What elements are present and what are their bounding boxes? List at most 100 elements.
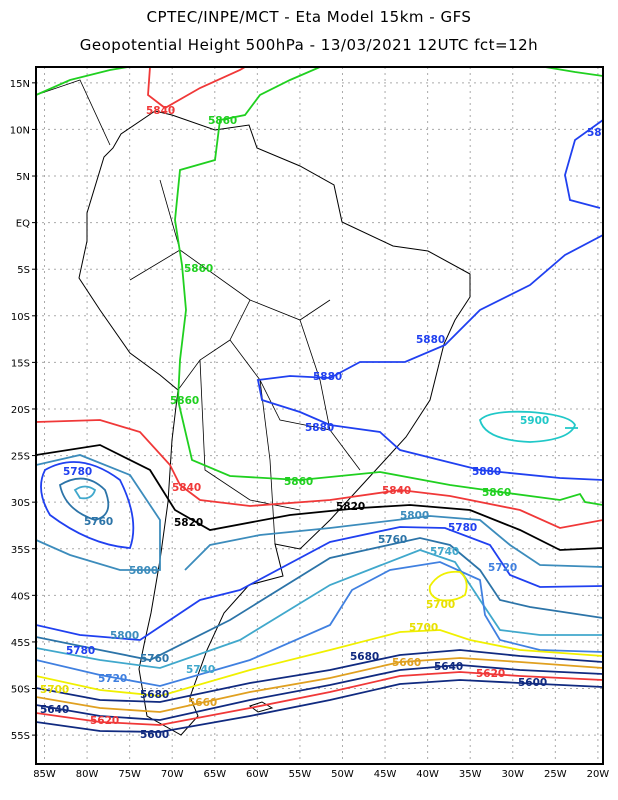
- coastline-south-america: [78, 110, 471, 736]
- contour-5620: [36, 671, 603, 726]
- lon-tick-label: 30W: [501, 769, 524, 780]
- label-5600: 5600: [518, 677, 547, 689]
- label-5880: 5880: [305, 422, 334, 434]
- lat-tick-label: 15S: [11, 358, 30, 369]
- label-5720: 5720: [488, 562, 517, 574]
- label-5900: 5900: [520, 415, 549, 427]
- contour-5660: [36, 657, 603, 713]
- lat-tick-label: EQ: [16, 219, 30, 230]
- axis-ticks: 85W 80W 75W 70W 65W 60W 55W 50W 45W 40W 35W 30W 25W 2…: [10, 79, 610, 780]
- label-5700: 5700: [426, 599, 455, 611]
- label-5800: 5800: [129, 565, 158, 577]
- lat-tick-label: 35S: [11, 545, 30, 556]
- contour-5700: [36, 629, 603, 697]
- contour-5700-loop: [428, 570, 468, 602]
- lat-tick-label: 50S: [11, 685, 30, 696]
- label-5880: 5880: [472, 466, 501, 478]
- label-5780: 5780: [63, 466, 92, 478]
- lat-tick-label: 55S: [11, 731, 30, 742]
- label-5840: 5840: [146, 105, 175, 117]
- label-5700: 5700: [40, 684, 69, 696]
- lat-tick-label: 25S: [11, 452, 30, 463]
- label-58-partial: 58: [587, 127, 602, 139]
- label-5680: 5680: [140, 689, 169, 701]
- label-5860: 5860: [284, 476, 313, 488]
- contour-5840-mid: [36, 419, 603, 529]
- lon-tick-label: 25W: [544, 769, 567, 780]
- contour-5600: [36, 679, 603, 733]
- lat-tick-label: 5N: [16, 172, 30, 183]
- lon-tick-label: 70W: [161, 769, 184, 780]
- label-5600: 5600: [140, 729, 169, 741]
- label-5680: 5680: [350, 651, 379, 663]
- contour-5720: [36, 561, 603, 687]
- lat-tick-label: 40S: [11, 591, 30, 602]
- contour-5800: [36, 454, 603, 571]
- label-5780: 5780: [66, 645, 95, 657]
- lon-tick-label: 75W: [118, 769, 141, 780]
- contour-5880-atlantic: [256, 234, 603, 481]
- label-5840: 5840: [172, 482, 201, 494]
- contours: [36, 67, 603, 736]
- label-5880: 5880: [416, 334, 445, 346]
- lat-tick-label: 15N: [10, 79, 30, 90]
- contour-5880-ne: [564, 119, 603, 209]
- label-5640: 5640: [40, 704, 69, 716]
- label-5860: 5860: [208, 115, 237, 127]
- contour-5780: [36, 461, 603, 641]
- label-5860: 5860: [170, 395, 199, 407]
- label-5840: 5840: [382, 485, 411, 497]
- label-5740: 5740: [186, 664, 215, 676]
- lon-tick-label: 65W: [203, 769, 226, 780]
- label-5740: 5740: [430, 546, 459, 558]
- contour-5760: [36, 477, 603, 661]
- graticule: [36, 67, 603, 764]
- contour-5740: [36, 549, 603, 669]
- contour-5860-andes: [174, 67, 603, 506]
- label-5640: 5640: [434, 661, 463, 673]
- contour-labels: 5840 5860 58 5860 5880 5880 5860 5880 59…: [40, 105, 602, 741]
- lon-tick-label: 40W: [416, 769, 439, 780]
- label-5780: 5780: [448, 522, 477, 534]
- label-5820: 5820: [336, 501, 365, 513]
- lat-tick-label: 5S: [17, 265, 30, 276]
- chart-title: CPTEC/INPE/MCT - Eta Model 15km - GFS: [146, 8, 472, 26]
- label-5800: 5800: [400, 510, 429, 522]
- contour-5780-core: [73, 485, 97, 500]
- falkland-islands: [248, 701, 274, 713]
- lat-tick-label: 10S: [11, 312, 30, 323]
- label-5860: 5860: [184, 263, 213, 275]
- label-5820: 5820: [174, 517, 203, 529]
- label-5660: 5660: [188, 697, 217, 709]
- lon-tick-label: 55W: [289, 769, 312, 780]
- label-5760: 5760: [378, 534, 407, 546]
- lon-tick-label: 35W: [459, 769, 482, 780]
- lat-tick-label: 30S: [11, 498, 30, 509]
- label-5620: 5620: [90, 715, 119, 727]
- lon-tick-label: 45W: [374, 769, 397, 780]
- label-5720: 5720: [98, 673, 127, 685]
- lon-tick-label: 80W: [76, 769, 99, 780]
- contour-5900: [479, 410, 578, 443]
- lat-tick-label: 10N: [10, 125, 30, 136]
- label-5620: 5620: [476, 668, 505, 680]
- lon-tick-label: 20W: [587, 769, 610, 780]
- contour-5860-ne: [544, 67, 603, 77]
- contour-5680: [36, 649, 603, 703]
- lon-tick-label: 50W: [331, 769, 354, 780]
- label-5880: 5880: [313, 371, 342, 383]
- label-5800: 5800: [110, 630, 139, 642]
- lon-tick-label: 85W: [33, 769, 56, 780]
- contour-5840-north: [147, 67, 246, 110]
- chart-subtitle: Geopotential Height 500hPa - 13/03/2021 …: [79, 36, 539, 54]
- label-5760: 5760: [140, 653, 169, 665]
- contour-5640: [36, 664, 603, 721]
- label-5660: 5660: [392, 657, 421, 669]
- label-5700: 5700: [409, 622, 438, 634]
- label-5860: 5860: [482, 487, 511, 499]
- contour-5860-north: [36, 67, 129, 96]
- lat-tick-label: 45S: [11, 638, 30, 649]
- map-frame: [35, 66, 604, 765]
- borders: [36, 79, 361, 545]
